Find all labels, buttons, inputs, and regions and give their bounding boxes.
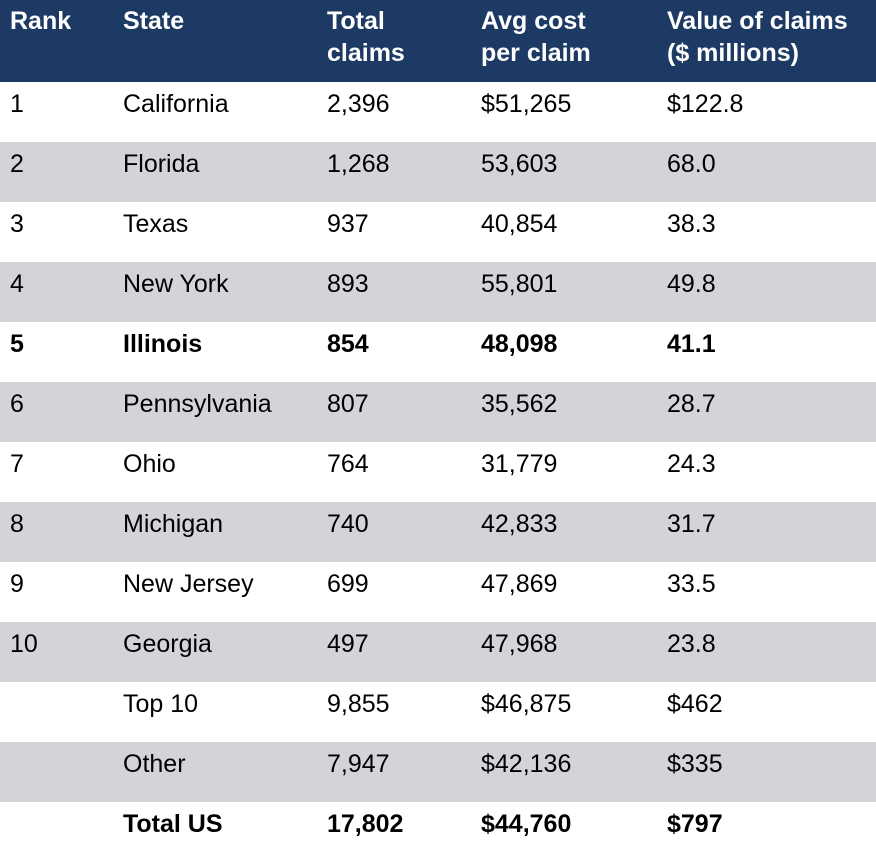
state-cell: Georgia — [123, 630, 212, 658]
header-avg-cost: Avg cost per claim — [481, 7, 591, 67]
rank-cell: 3 — [10, 210, 24, 238]
header-total-claims: Total claims — [327, 7, 405, 67]
rank-cell: 9 — [10, 570, 24, 598]
table-header: Rank State Total claims Avg cost per cla… — [0, 0, 876, 82]
rank-cell: 2 — [10, 150, 24, 178]
total-claims-cell: 2,396 — [327, 90, 390, 118]
value-cell: 68.0 — [667, 150, 716, 178]
total-claims-cell: 937 — [327, 210, 369, 238]
value-cell: $797 — [667, 810, 723, 838]
table-row: 6 Pennsylvania 807 35,562 28.7 — [0, 382, 876, 442]
value-cell: 49.8 — [667, 270, 716, 298]
total-claims-cell: 7,947 — [327, 750, 390, 778]
total-claims-cell: 807 — [327, 390, 369, 418]
table-row: 3 Texas 937 40,854 38.3 — [0, 202, 876, 262]
avg-cost-cell: $44,760 — [481, 810, 572, 838]
state-cell: Michigan — [123, 510, 224, 538]
table-row: 2 Florida 1,268 53,603 68.0 — [0, 142, 876, 202]
avg-cost-cell: 42,833 — [481, 510, 558, 538]
total-claims-cell: 1,268 — [327, 150, 390, 178]
rank-cell: 4 — [10, 270, 24, 298]
avg-cost-cell: $46,875 — [481, 690, 572, 718]
state-cell: Ohio — [123, 450, 176, 478]
table-row: 5 Illinois 854 48,098 41.1 — [0, 322, 876, 382]
state-cell: New York — [123, 270, 229, 298]
avg-cost-cell: 47,869 — [481, 570, 558, 598]
rank-cell: 7 — [10, 450, 24, 478]
avg-cost-cell: 47,968 — [481, 630, 558, 658]
header-value-of-claims: Value of claims ($ millions) — [667, 7, 848, 67]
value-cell: 24.3 — [667, 450, 716, 478]
total-claims-cell: 854 — [327, 330, 369, 358]
table-row: Other 7,947 $42,136 $335 — [0, 742, 876, 802]
avg-cost-cell: $42,136 — [481, 750, 572, 778]
value-cell: 31.7 — [667, 510, 716, 538]
total-claims-cell: 17,802 — [327, 810, 404, 838]
total-claims-cell: 893 — [327, 270, 369, 298]
avg-cost-cell: 31,779 — [481, 450, 558, 478]
value-cell: 28.7 — [667, 390, 716, 418]
state-cell: Total US — [123, 810, 223, 838]
table-row: 7 Ohio 764 31,779 24.3 — [0, 442, 876, 502]
value-cell: $462 — [667, 690, 723, 718]
rank-cell: 5 — [10, 330, 24, 358]
total-claims-cell: 497 — [327, 630, 369, 658]
rank-cell: 6 — [10, 390, 24, 418]
value-cell: 41.1 — [667, 330, 716, 358]
total-claims-cell: 9,855 — [327, 690, 390, 718]
state-cell: Florida — [123, 150, 200, 178]
avg-cost-cell: 35,562 — [481, 390, 558, 418]
value-cell: 33.5 — [667, 570, 716, 598]
avg-cost-cell: $51,265 — [481, 90, 572, 118]
avg-cost-cell: 48,098 — [481, 330, 558, 358]
total-claims-cell: 699 — [327, 570, 369, 598]
state-cell: New Jersey — [123, 570, 254, 598]
header-rank: Rank — [10, 7, 72, 35]
state-cell: Illinois — [123, 330, 203, 358]
table-row: Total US 17,802 $44,760 $797 — [0, 802, 876, 862]
total-claims-cell: 740 — [327, 510, 369, 538]
table-row: 8 Michigan 740 42,833 31.7 — [0, 502, 876, 562]
state-cell: Texas — [123, 210, 189, 238]
total-claims-cell: 764 — [327, 450, 369, 478]
rank-cell: 8 — [10, 510, 24, 538]
table-row: 4 New York 893 55,801 49.8 — [0, 262, 876, 322]
state-cell: Top 10 — [123, 690, 199, 718]
avg-cost-cell: 40,854 — [481, 210, 558, 238]
rank-cell: 10 — [10, 630, 38, 658]
avg-cost-cell: 55,801 — [481, 270, 558, 298]
table-row: 10 Georgia 497 47,968 23.8 — [0, 622, 876, 682]
table-row: Top 10 9,855 $46,875 $462 — [0, 682, 876, 742]
table-row: 1 California 2,396 $51,265 $122.8 — [0, 82, 876, 142]
header-state: State — [123, 7, 185, 35]
state-cell: California — [123, 90, 229, 118]
state-cell: Pennsylvania — [123, 390, 272, 418]
state-cell: Other — [123, 750, 186, 778]
value-cell: $335 — [667, 750, 723, 778]
table-row: 9 New Jersey 699 47,869 33.5 — [0, 562, 876, 622]
value-cell: 23.8 — [667, 630, 716, 658]
table-body: 1 California 2,396 $51,265 $122.8 2 Florida 1,2… — [0, 82, 876, 862]
rank-cell: 1 — [10, 90, 24, 118]
value-cell: 38.3 — [667, 210, 716, 238]
value-cell: $122.8 — [667, 90, 744, 118]
avg-cost-cell: 53,603 — [481, 150, 558, 178]
